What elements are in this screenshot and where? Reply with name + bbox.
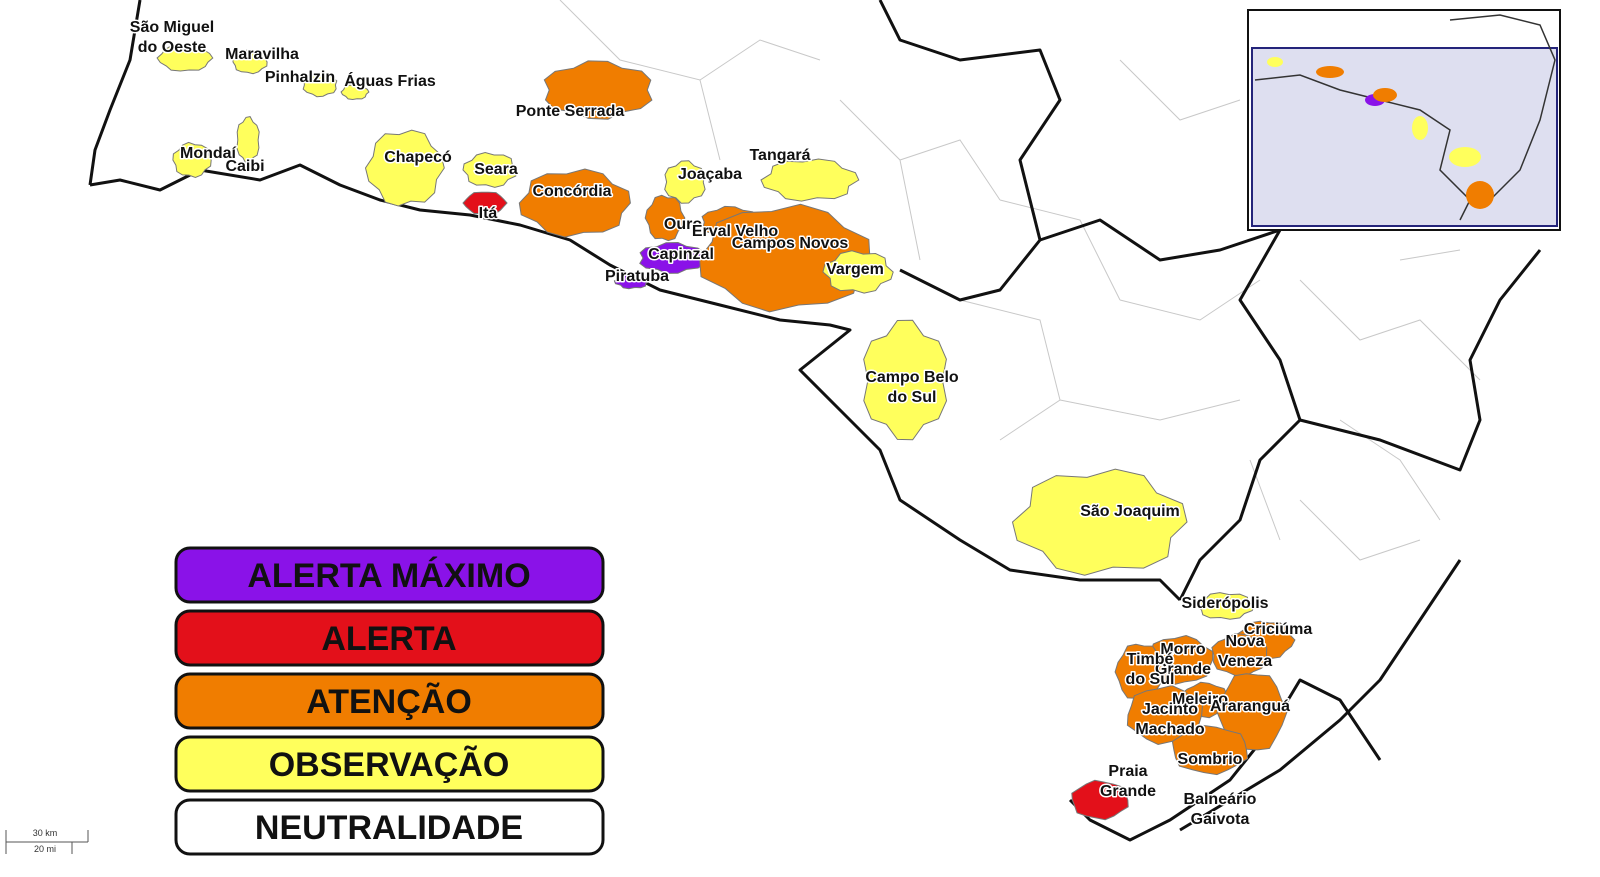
municipality-label: Veneza xyxy=(1218,653,1272,670)
legend-swatch xyxy=(174,672,605,730)
municipality-label: Joaçaba xyxy=(678,166,742,183)
legend-swatch xyxy=(174,798,605,856)
municipality-area xyxy=(1216,673,1288,751)
municipality-label: Concórdia xyxy=(532,183,611,200)
municipality-label: Grande xyxy=(1100,783,1156,800)
scale-mi: 20 mi xyxy=(34,844,56,854)
legend-label: OBSERVAÇÃO xyxy=(269,746,510,784)
municipality-label: Gaivota xyxy=(1191,811,1250,828)
municipality-label: Chapecó xyxy=(384,149,452,166)
inset-extent xyxy=(1251,47,1558,227)
municipality-labels: Capinzal Piratuba Itá Praia Grande Ponte Serr… xyxy=(128,18,1314,830)
legend-swatch xyxy=(174,546,605,604)
municipality-area xyxy=(156,44,214,72)
legend: ALERTA MÁXIMO ALERTA ATENÇÃO OBSERVAÇÃO NEUT… xyxy=(174,546,605,856)
municipality-area xyxy=(232,49,268,75)
municipality-label: Jacinto xyxy=(1142,701,1198,718)
municipality-area xyxy=(698,203,871,313)
municipality-area xyxy=(664,160,706,204)
municipality-label: Nova xyxy=(1225,633,1264,650)
inset-region xyxy=(1449,147,1481,167)
municipality-label: São Miguel xyxy=(130,19,214,36)
municipality-label: Ponte Serrada xyxy=(516,103,625,120)
inset-region xyxy=(1316,66,1344,78)
scale-km: 30 km xyxy=(33,828,58,838)
municipality-label: Ouro xyxy=(664,216,702,233)
municipality-label: do Sul xyxy=(1126,671,1175,688)
municipality-area xyxy=(340,83,370,101)
municipal-grid xyxy=(559,0,1481,561)
scale-bar: 30 km 20 mi xyxy=(5,828,89,854)
municipality-area xyxy=(1171,724,1249,776)
inset-region xyxy=(1412,116,1428,140)
municipality-area xyxy=(613,272,651,290)
municipality-area xyxy=(822,250,894,294)
inset-border xyxy=(1254,14,1556,221)
municipality-label: Maravilha xyxy=(225,46,299,63)
municipality-label: Vargem xyxy=(826,261,884,278)
municipality-label: Caibi xyxy=(225,158,264,175)
municipality-label: Tangará xyxy=(749,147,810,164)
municipality-label: Campos Novos xyxy=(732,235,849,252)
municipality-area xyxy=(1071,779,1129,821)
legend-label: NEUTRALIDADE xyxy=(255,809,523,847)
municipality-label: Piratuba xyxy=(605,268,669,285)
municipality-label: Erval Velho xyxy=(692,223,778,240)
inset-region xyxy=(1373,88,1397,102)
municipality-label: Criciúma xyxy=(1244,621,1313,638)
legend-label: ATENÇÃO xyxy=(306,683,472,721)
municipality-area xyxy=(172,141,212,179)
inset-region xyxy=(1267,57,1283,67)
municipality-area xyxy=(1011,468,1188,576)
municipality-area xyxy=(639,241,706,274)
municipality-label: Balneário xyxy=(1184,791,1257,808)
municipality-area xyxy=(302,72,338,98)
municipality-label: Campo Belo xyxy=(865,369,959,386)
municipality-area xyxy=(462,151,518,188)
municipality-label: São Joaquim xyxy=(1080,503,1180,520)
state-borders xyxy=(88,0,1542,842)
municipality-label: Araranguá xyxy=(1210,698,1290,715)
municipality-label: Grande xyxy=(1155,661,1211,678)
municipality-label: Machado xyxy=(1135,721,1205,738)
municipality-area xyxy=(863,319,948,441)
municipality-area xyxy=(518,168,631,238)
municipality-area xyxy=(760,158,860,202)
municipality-area xyxy=(1211,632,1269,678)
municipality-label: Itá xyxy=(479,205,498,222)
legend-swatch xyxy=(174,609,605,667)
municipality-label: do Sul xyxy=(888,389,937,406)
municipality-label: Seara xyxy=(474,161,518,178)
scale-line xyxy=(5,830,89,854)
municipality-label: Meleiro xyxy=(1172,691,1228,708)
municipality-label: Águas Frias xyxy=(344,71,436,90)
municipality-label: Pinhalzin xyxy=(265,69,335,86)
inset-region xyxy=(1466,181,1494,209)
municipality-area xyxy=(364,129,445,207)
municipality-label: Mondaí xyxy=(180,145,237,162)
municipality-label: Morro xyxy=(1160,641,1206,658)
municipality-label: do Oeste xyxy=(138,39,207,56)
municipality-label: Sombrio xyxy=(1178,751,1243,768)
legend-label: ALERTA xyxy=(321,620,456,658)
municipalities xyxy=(156,44,1296,821)
municipality-label: Siderópolis xyxy=(1181,595,1268,612)
municipality-area xyxy=(1194,592,1256,620)
legend-swatch xyxy=(174,735,605,793)
legend-label: ALERTA MÁXIMO xyxy=(247,557,530,595)
municipality-area xyxy=(543,60,653,120)
municipality-label: Timbé xyxy=(1127,651,1174,668)
inset-map xyxy=(1247,9,1561,231)
municipality-area xyxy=(236,116,260,164)
municipality-area xyxy=(462,191,508,215)
municipality-label: Capinzal xyxy=(648,246,714,263)
municipality-label: Praia xyxy=(1108,763,1147,780)
